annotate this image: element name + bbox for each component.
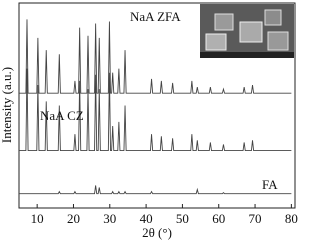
x-tick-label: 40 xyxy=(140,211,153,226)
series-label: FA xyxy=(262,177,278,192)
x-tick-label: 70 xyxy=(249,211,262,226)
x-tick-label: 80 xyxy=(285,211,298,226)
x-tick-label: 10 xyxy=(31,211,44,226)
chart: 2θ (°) Intensity (a.u.) 10 20 30 40 50 60 70 80… xyxy=(0,2,298,240)
y-axis-label: Intensity (a.u.) xyxy=(0,67,14,143)
plot-frame xyxy=(18,2,296,209)
x-tick-label: 60 xyxy=(212,211,225,226)
series-label: NaA ZFA xyxy=(130,9,181,24)
x-tick-label: 30 xyxy=(103,211,116,226)
x-tick-label: 20 xyxy=(67,211,80,226)
series-line xyxy=(19,19,292,94)
x-tick-label: 50 xyxy=(176,211,189,226)
x-axis-label: 2θ (°) xyxy=(142,225,172,240)
series-label: NaA CZ xyxy=(40,108,84,123)
series-line xyxy=(19,185,292,195)
sem-inset xyxy=(200,4,294,58)
series-line xyxy=(19,68,292,152)
